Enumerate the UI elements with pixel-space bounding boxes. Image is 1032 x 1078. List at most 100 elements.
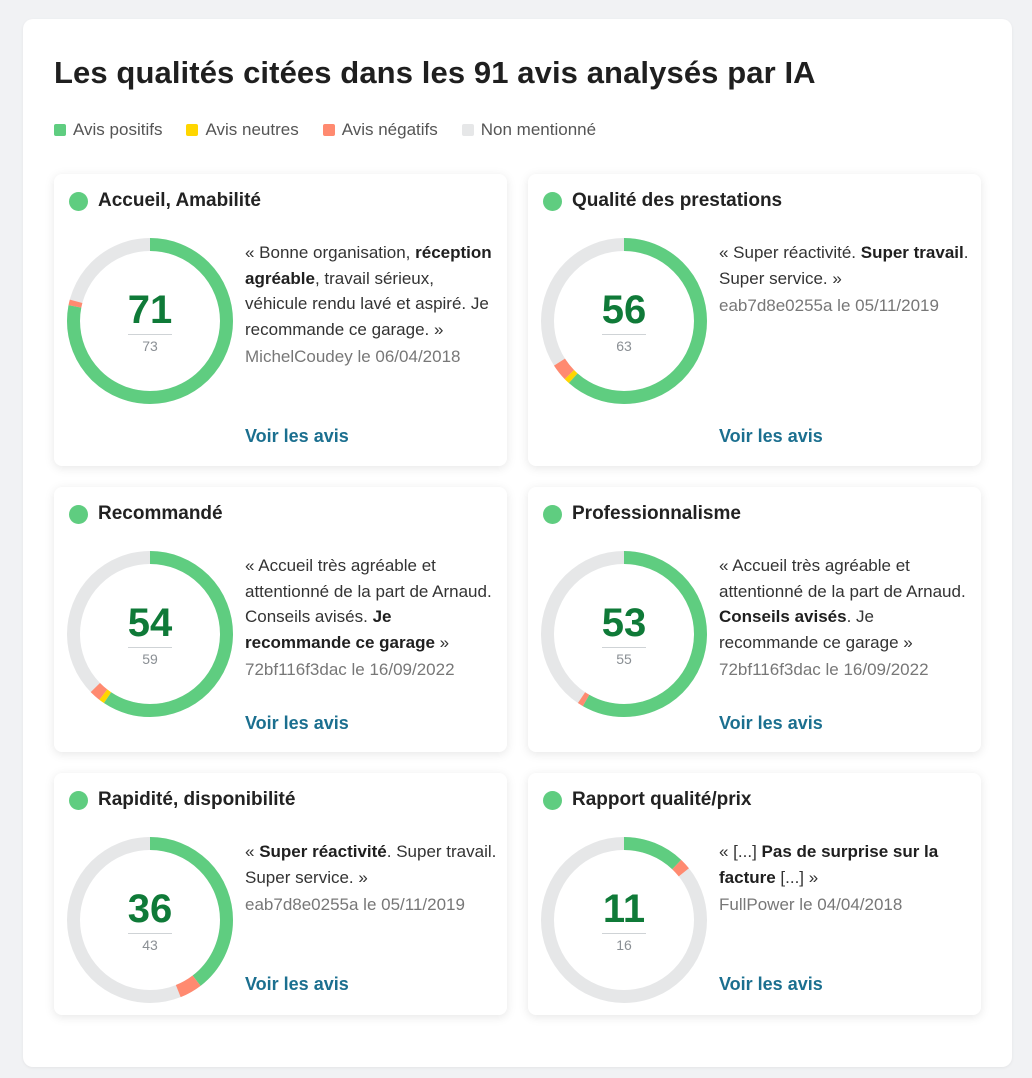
- donut-center: 36 43: [67, 837, 233, 1003]
- mention-count: 53: [601, 600, 647, 645]
- card-title: Accueil, Amabilité: [98, 190, 261, 211]
- review-quote: « Accueil très agréable et attentionné d…: [245, 556, 492, 652]
- count-divider: [602, 333, 646, 335]
- card-title: Qualité des prestations: [572, 190, 783, 211]
- legend-item-neutral: Avis neutres: [186, 120, 299, 140]
- donut-arc-positive: [67, 551, 233, 717]
- card-header: Accueil, Amabilité: [69, 190, 261, 212]
- donut-center: 71 73: [67, 238, 233, 404]
- review-author: MichelCoudey le 06/04/2018: [245, 347, 461, 366]
- count-divider: [128, 333, 172, 335]
- legend-swatch-positive: [54, 124, 66, 136]
- status-dot-icon: [543, 191, 562, 211]
- count-divider: [602, 932, 646, 934]
- mention-total: 59: [142, 650, 158, 667]
- donut-svg: [67, 551, 233, 717]
- review-excerpt: « Bonne organisation, réception agréable…: [245, 240, 497, 370]
- legend-swatch-neutral: [186, 124, 199, 136]
- donut-svg: [541, 551, 707, 717]
- mention-count: 56: [601, 287, 647, 332]
- card-header: Qualité des prestations: [543, 190, 782, 212]
- see-reviews-link[interactable]: Voir les avis: [719, 426, 823, 446]
- review-quote: « Accueil très agréable et attentionné d…: [719, 556, 966, 652]
- donut-chart: 54 59: [67, 551, 233, 717]
- review-quote: « Super réactivité. Super travail. Super…: [245, 842, 497, 887]
- legend-swatch-none: [461, 124, 474, 136]
- review-author: eab7d8e0255a le 05/11/2019: [245, 895, 465, 914]
- donut-arc-positive: [67, 837, 233, 1003]
- donut-arc-positive: [541, 238, 707, 404]
- review-author: FullPower le 04/04/2018: [719, 895, 903, 914]
- donut-svg: [67, 837, 233, 1003]
- mention-count: 36: [127, 886, 173, 931]
- donut-center: 56 63: [541, 238, 707, 404]
- legend-label: Non mentionné: [480, 120, 597, 139]
- donut-center: 54 59: [67, 551, 233, 717]
- mention-count: 54: [127, 600, 173, 645]
- see-reviews-link[interactable]: Voir les avis: [719, 713, 823, 733]
- see-reviews-link[interactable]: Voir les avis: [245, 426, 349, 446]
- card-header: Rapidité, disponibilité: [69, 789, 295, 811]
- review-excerpt: « Super réactivité. Super travail. Super…: [719, 240, 971, 319]
- donut-arc-positive: [541, 551, 707, 717]
- quality-card: Rapport qualité/prix 11 16 « [...] Pas d…: [528, 773, 981, 1015]
- status-dot-icon: [69, 790, 88, 810]
- card-title: Rapport qualité/prix: [572, 789, 752, 810]
- review-excerpt: « Accueil très agréable et attentionné d…: [719, 553, 971, 683]
- mention-total: 16: [616, 936, 632, 953]
- review-quote: « Bonne organisation, réception agréable…: [245, 243, 492, 339]
- review-author: 72bf116f3dac le 16/09/2022: [245, 660, 455, 679]
- legend: Avis positifs Avis neutres Avis négatifs…: [54, 120, 596, 140]
- see-reviews-link[interactable]: Voir les avis: [245, 974, 349, 994]
- mention-count: 11: [602, 886, 646, 931]
- card-header: Rapport qualité/prix: [543, 789, 751, 811]
- quality-card: Rapidité, disponibilité 36 43 « Super ré…: [54, 773, 507, 1015]
- donut-center: 11 16: [541, 837, 707, 1003]
- donut-chart: 36 43: [67, 837, 233, 1003]
- donut-center: 53 55: [541, 551, 707, 717]
- count-divider: [602, 646, 646, 648]
- legend-label: Avis positifs: [73, 120, 163, 139]
- quality-card: Recommandé 54 59 « Accueil très agréable…: [54, 487, 507, 752]
- legend-item-positive: Avis positifs: [54, 120, 162, 140]
- status-dot-icon: [543, 790, 562, 810]
- legend-item-negative: Avis négatifs: [322, 120, 438, 140]
- review-excerpt: « [...] Pas de surprise sur la facture […: [719, 839, 971, 918]
- mention-count: 71: [127, 287, 173, 332]
- see-reviews-link[interactable]: Voir les avis: [719, 974, 823, 994]
- quality-card: Professionnalisme 53 55 « Accueil très a…: [528, 487, 981, 752]
- card-header: Professionnalisme: [543, 503, 741, 525]
- mention-total: 63: [616, 337, 632, 354]
- count-divider: [128, 646, 172, 648]
- review-author: eab7d8e0255a le 05/11/2019: [719, 296, 939, 315]
- legend-label: Avis neutres: [205, 120, 299, 139]
- legend-label: Avis négatifs: [341, 120, 438, 139]
- review-quote: « Super réactivité. Super travail. Super…: [719, 243, 969, 288]
- status-dot-icon: [69, 191, 88, 211]
- card-title: Recommandé: [98, 503, 223, 524]
- count-divider: [128, 932, 172, 934]
- quality-card: Qualité des prestations 56 63 « Super ré…: [528, 174, 981, 466]
- donut-chart: 56 63: [541, 238, 707, 404]
- card-title: Rapidité, disponibilité: [98, 789, 296, 810]
- donut-svg: [541, 238, 707, 404]
- card-title: Professionnalisme: [572, 503, 741, 524]
- review-quote: « [...] Pas de surprise sur la facture […: [719, 842, 939, 887]
- donut-svg: [541, 837, 707, 1003]
- legend-swatch-negative: [322, 124, 335, 136]
- donut-chart: 71 73: [67, 238, 233, 404]
- review-author: 72bf116f3dac le 16/09/2022: [719, 660, 929, 679]
- see-reviews-link[interactable]: Voir les avis: [245, 713, 349, 733]
- legend-item-none: Non mentionné: [461, 120, 597, 140]
- mention-total: 43: [142, 936, 158, 953]
- status-dot-icon: [543, 504, 562, 524]
- donut-chart: 53 55: [541, 551, 707, 717]
- mention-total: 55: [616, 650, 632, 667]
- card-header: Recommandé: [69, 503, 223, 525]
- donut-arc-positive: [67, 238, 233, 404]
- donut-chart: 11 16: [541, 837, 707, 1003]
- donut-arc-positive: [541, 837, 707, 1003]
- mention-total: 73: [142, 337, 158, 354]
- review-excerpt: « Accueil très agréable et attentionné d…: [245, 553, 497, 683]
- review-excerpt: « Super réactivité. Super travail. Super…: [245, 839, 497, 918]
